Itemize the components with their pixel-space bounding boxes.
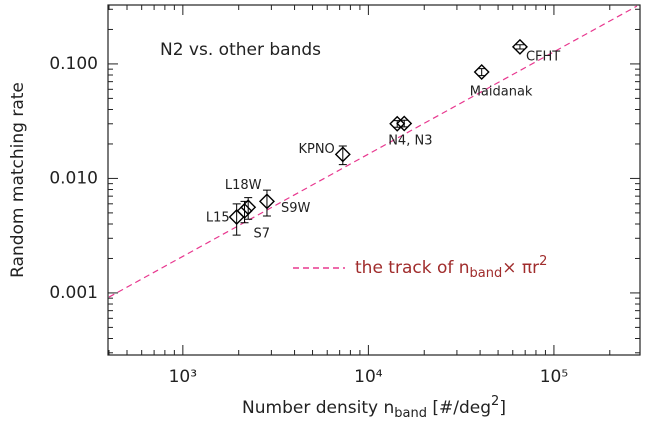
x-tick-label: 10³ (169, 367, 197, 387)
point-label: N4, N3 (388, 133, 432, 148)
x-tick-label: 10⁴ (354, 367, 383, 387)
point-label: Maidanak (470, 84, 533, 99)
x-label-sup: 2 (491, 394, 499, 409)
data-point (258, 193, 275, 210)
point-label: S7 (254, 226, 271, 241)
data-point (240, 199, 257, 216)
data-point (389, 115, 406, 132)
plot-frame (107, 4, 641, 356)
legend-part: × πr (502, 258, 539, 278)
error-bar (232, 203, 241, 236)
y-tick-label: 0.100 (49, 54, 98, 74)
point-label: KPNO (298, 142, 334, 157)
x-label-part: [#/deg (427, 398, 491, 418)
x-label-part: ] (499, 398, 506, 418)
fit-line (108, 5, 638, 298)
y-tick-label: 0.001 (49, 283, 98, 303)
error-bar (477, 68, 486, 77)
point-label: L18W (225, 178, 262, 193)
data-point (236, 202, 253, 219)
x-label-sub: band (394, 406, 427, 421)
y-tick-label: 0.010 (49, 168, 98, 188)
x-label-part: Number density n (242, 398, 394, 418)
legend-sup: 2 (539, 254, 547, 269)
legend-label: the track of nband× πr2 (355, 254, 547, 281)
legend-part: the track of n (355, 258, 470, 278)
chart-title: N2 vs. other bands (160, 40, 321, 60)
x-axis-label: Number density nband [#/deg2] (242, 394, 506, 421)
data-point (511, 38, 528, 55)
x-tick-label: 10⁵ (540, 367, 568, 387)
data-point (473, 64, 490, 80)
y-axis-label: Random matching rate (8, 82, 28, 278)
data-point (396, 115, 413, 132)
point-label: L15 (206, 211, 230, 226)
point-label: S9W (281, 201, 311, 216)
error-bar (515, 44, 524, 50)
legend-sub: band (470, 266, 503, 281)
point-label: CFHT (526, 49, 560, 64)
data-point (334, 146, 351, 163)
